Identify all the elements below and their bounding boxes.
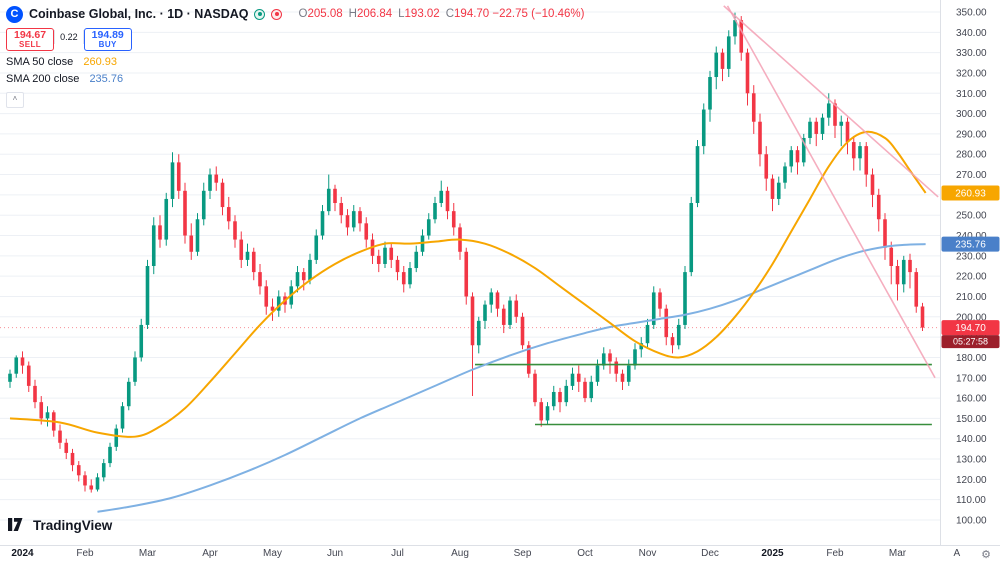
svg-text:Nov: Nov — [639, 548, 657, 559]
svg-text:Oct: Oct — [577, 548, 593, 559]
svg-text:120.00: 120.00 — [956, 475, 987, 486]
indicator-sma50[interactable]: SMA 50 close 260.93 — [6, 56, 585, 68]
svg-text:300.00: 300.00 — [956, 109, 987, 120]
time-scale-bg — [0, 545, 1000, 562]
high-value: 206.84 — [356, 8, 393, 20]
coinbase-logo-icon: C — [6, 5, 23, 23]
svg-text:Apr: Apr — [202, 548, 218, 559]
svg-text:330.00: 330.00 — [956, 48, 987, 59]
open-label: O — [298, 8, 308, 20]
svg-text:A: A — [954, 548, 961, 559]
countdown-timer: 05:27:58 — [953, 337, 988, 347]
tradingview-watermark[interactable]: TradingView — [8, 517, 112, 533]
buy-label: BUY — [98, 40, 117, 50]
svg-text:310.00: 310.00 — [956, 89, 987, 100]
svg-text:Mar: Mar — [889, 548, 907, 559]
svg-text:140.00: 140.00 — [956, 434, 987, 445]
svg-text:May: May — [263, 548, 282, 559]
svg-text:130.00: 130.00 — [956, 455, 987, 466]
svg-text:Dec: Dec — [701, 548, 719, 559]
sell-label: SELL — [19, 40, 42, 50]
channel-lower-trendline[interactable] — [726, 5, 936, 379]
buy-price: 194.89 — [91, 29, 124, 41]
svg-text:320.00: 320.00 — [956, 68, 987, 79]
market-status-closed-icon — [271, 8, 283, 20]
close-label: C — [445, 8, 455, 20]
svg-text:Feb: Feb — [76, 548, 94, 559]
ohlc-readout: O205.08 H206.84 L193.02 C194.70 −22.75 (−10… — [292, 8, 584, 20]
svg-text:280.00: 280.00 — [956, 150, 987, 161]
svg-text:100.00: 100.00 — [956, 516, 987, 527]
svg-text:290.00: 290.00 — [956, 129, 987, 140]
open-value: 205.08 — [307, 8, 343, 20]
sma50-line[interactable] — [9, 130, 927, 438]
sma50-value: 260.93 — [83, 56, 117, 69]
svg-text:194.70: 194.70 — [955, 323, 986, 334]
svg-text:350.00: 350.00 — [956, 8, 987, 19]
svg-text:210.00: 210.00 — [956, 292, 987, 303]
svg-text:260.93: 260.93 — [955, 188, 986, 199]
buy-button[interactable]: 194.89 BUY — [83, 28, 132, 52]
chart-header: C Coinbase Global, Inc. · 1D · NASDAQ O2… — [6, 5, 585, 109]
buy-sell-widget: 194.67 SELL 0.22 194.89 BUY — [6, 28, 585, 52]
spread-value: 0.22 — [54, 30, 84, 44]
svg-text:340.00: 340.00 — [956, 28, 987, 39]
svg-text:230.00: 230.00 — [956, 251, 987, 262]
close-value: 194.70 — [454, 8, 490, 20]
collapse-legend-button[interactable]: ˄ — [6, 92, 24, 109]
symbol-title[interactable]: Coinbase Global, Inc. · 1D · NASDAQ — [29, 7, 249, 21]
sma200-value: 235.76 — [89, 73, 124, 86]
svg-text:2024: 2024 — [11, 548, 34, 559]
low-label: L — [398, 8, 405, 20]
price-badge-235.76: 235.76 — [941, 236, 1000, 252]
time-axis[interactable]: 2024 Feb Mar Apr May Jun Jul Aug Sep Oct Nov Dec 202… — [11, 548, 960, 559]
svg-text:Aug: Aug — [451, 548, 469, 559]
svg-text:200.00: 200.00 — [956, 312, 987, 323]
price-badge-260.93: 260.93 — [941, 185, 1000, 201]
sell-price: 194.67 — [14, 29, 47, 41]
tradingview-logo-text: TradingView — [33, 517, 113, 533]
change-value: −22.75 (−10.46%) — [492, 8, 585, 20]
svg-text:235.76: 235.76 — [955, 240, 986, 251]
svg-text:180.00: 180.00 — [956, 353, 987, 364]
svg-text:110.00: 110.00 — [956, 495, 986, 506]
svg-text:Sep: Sep — [514, 548, 532, 559]
axis-settings-icon[interactable]: ⚙ — [981, 549, 991, 561]
channel-upper-trendline[interactable] — [723, 5, 939, 198]
sell-button[interactable]: 194.67 SELL — [6, 28, 55, 52]
last-price-badge: 194.70 05:27:58 — [941, 320, 1000, 349]
svg-text:220.00: 220.00 — [956, 272, 987, 283]
indicator-sma200[interactable]: SMA 200 close 235.76 — [6, 73, 585, 85]
svg-text:Mar: Mar — [139, 548, 157, 559]
market-status-open-icon — [254, 8, 266, 20]
low-value: 193.02 — [404, 8, 440, 20]
svg-text:270.00: 270.00 — [956, 170, 987, 181]
svg-text:Feb: Feb — [826, 548, 844, 559]
candles-series[interactable] — [8, 12, 925, 493]
svg-text:170.00: 170.00 — [956, 373, 987, 384]
sma50-label: SMA 50 close — [6, 56, 74, 69]
tradingview-logo-icon — [8, 518, 23, 531]
svg-text:150.00: 150.00 — [956, 414, 987, 425]
svg-text:160.00: 160.00 — [956, 394, 987, 405]
sma200-label: SMA 200 close — [6, 73, 80, 86]
svg-text:250.00: 250.00 — [956, 211, 987, 222]
price-scale-bg — [940, 0, 1000, 562]
price-gridlines — [0, 11, 940, 521]
high-label: H — [348, 8, 357, 20]
symbol-title-row: C Coinbase Global, Inc. · 1D · NASDAQ O2… — [6, 5, 585, 23]
svg-text:240.00: 240.00 — [956, 231, 987, 242]
sma200-line[interactable] — [97, 243, 926, 513]
svg-text:Jul: Jul — [391, 548, 404, 559]
svg-text:Jun: Jun — [327, 548, 343, 559]
svg-text:2025: 2025 — [761, 548, 784, 559]
